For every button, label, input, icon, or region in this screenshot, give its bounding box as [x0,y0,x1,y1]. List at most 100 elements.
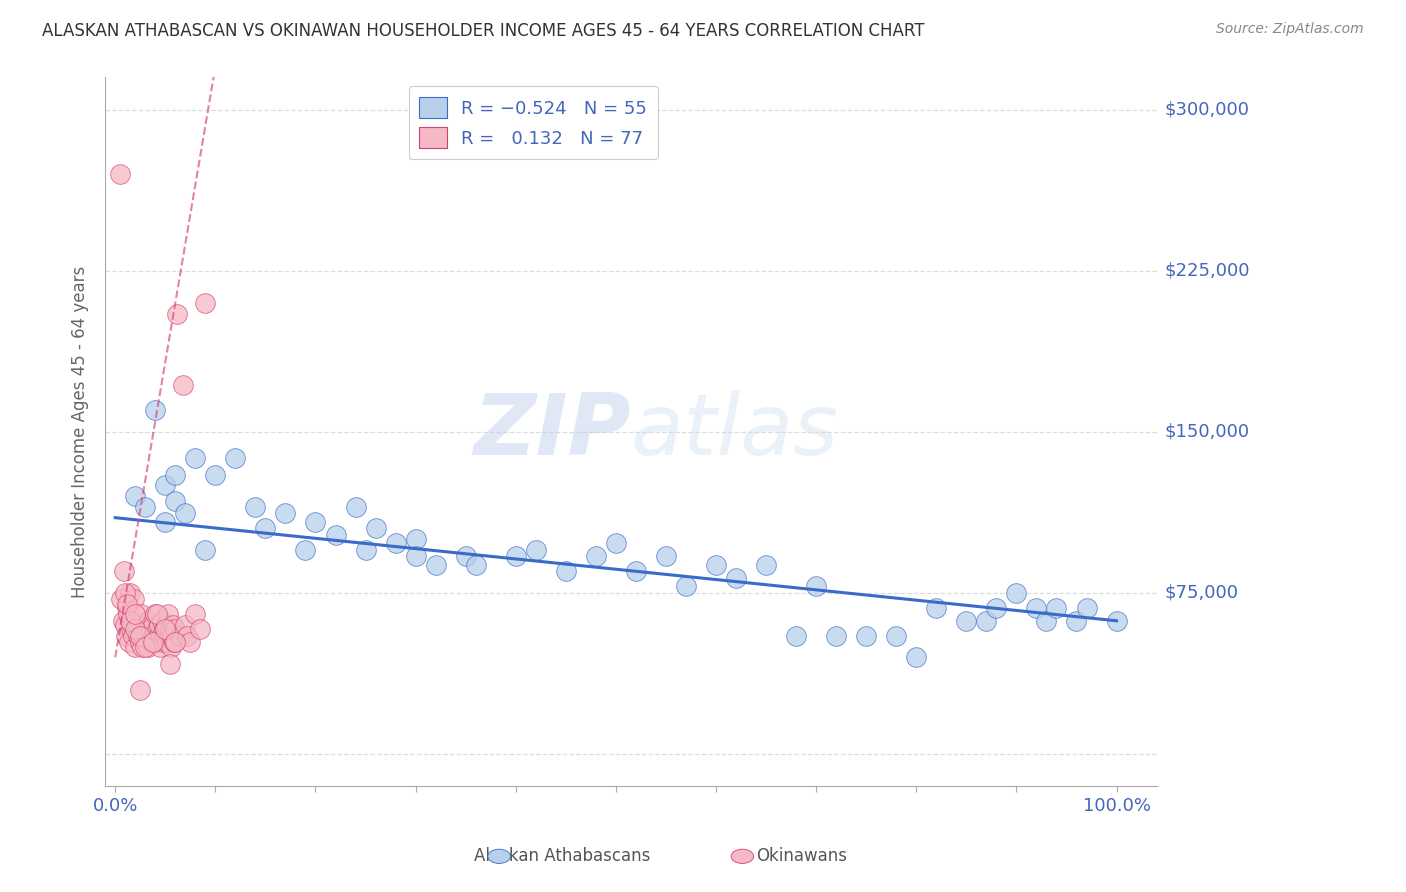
Text: ALASKAN ATHABASCAN VS OKINAWAN HOUSEHOLDER INCOME AGES 45 - 64 YEARS CORRELATION: ALASKAN ATHABASCAN VS OKINAWAN HOUSEHOLD… [42,22,925,40]
Point [174,618,197,632]
Point [142,635,165,649]
Point [143,629,166,643]
Point [755,558,778,572]
Point [129,607,152,622]
Point [464,558,486,572]
Point [148,629,170,643]
Point [155,478,177,492]
Point [155,618,177,632]
Point [704,558,727,572]
Point [143,403,166,417]
Point [124,489,146,503]
Point [156,635,179,649]
Point [150,614,173,628]
Point [152,635,174,649]
Text: Source: ZipAtlas.com: Source: ZipAtlas.com [1216,22,1364,37]
Point [605,536,627,550]
Point [114,618,136,632]
Point [112,565,135,579]
Point [454,549,477,564]
Point [655,549,678,564]
Point [176,629,198,643]
Point [1045,600,1067,615]
Point [145,635,167,649]
Point [188,623,211,637]
Point [129,629,152,643]
Text: Alaskan Athabascans: Alaskan Athabascans [474,847,651,865]
Point [141,635,163,649]
Point [1076,600,1098,615]
Point [169,629,191,643]
Point [162,618,184,632]
Point [554,565,576,579]
Point [725,571,748,585]
Point [157,629,180,643]
Point [114,586,136,600]
Point [325,528,347,542]
Point [172,377,194,392]
Point [124,623,146,637]
Point [155,629,177,643]
Point [127,623,149,637]
Point [134,635,156,649]
Point [925,600,948,615]
Point [976,614,998,628]
Point [155,623,177,637]
Point [112,614,135,628]
Point [127,629,149,643]
Point [585,549,607,564]
Point [122,592,145,607]
Point [142,618,165,632]
Point [194,542,217,557]
Point [1105,614,1128,628]
Point [132,629,155,643]
Point [159,657,181,671]
Text: $225,000: $225,000 [1164,261,1250,280]
Point [150,629,173,643]
Point [162,629,184,643]
Point [364,521,387,535]
Point [304,515,326,529]
Point [148,618,170,632]
Point [146,607,169,622]
Point [120,623,142,637]
Point [425,558,447,572]
Point [159,623,181,637]
Point [179,635,201,649]
Point [118,635,141,649]
Point [124,607,146,622]
Point [165,635,187,649]
Point [121,618,143,632]
Point [224,450,246,465]
Point [905,650,928,665]
Point [165,493,187,508]
Legend: R = −0.524   N = 55, R =   0.132   N = 77: R = −0.524 N = 55, R = 0.132 N = 77 [409,87,658,159]
Point [115,597,138,611]
Point [804,579,827,593]
Point [294,542,316,557]
Point [204,467,226,482]
Point [134,623,156,637]
Point [138,614,160,628]
Point [160,640,183,654]
Point [1005,586,1028,600]
Point [125,614,148,628]
Point [153,623,176,637]
Point [120,614,142,628]
Point [675,579,697,593]
Point [157,607,180,622]
Text: Okinawans: Okinawans [756,847,846,865]
Text: $150,000: $150,000 [1164,423,1250,441]
Point [884,629,907,643]
Point [117,607,139,622]
Point [1035,614,1057,628]
Point [122,629,145,643]
Point [505,549,527,564]
Point [174,507,197,521]
Point [131,640,153,654]
Point [1066,614,1088,628]
Point [184,450,207,465]
Point [124,640,146,654]
Text: ZIP: ZIP [474,391,631,474]
Point [245,500,267,514]
